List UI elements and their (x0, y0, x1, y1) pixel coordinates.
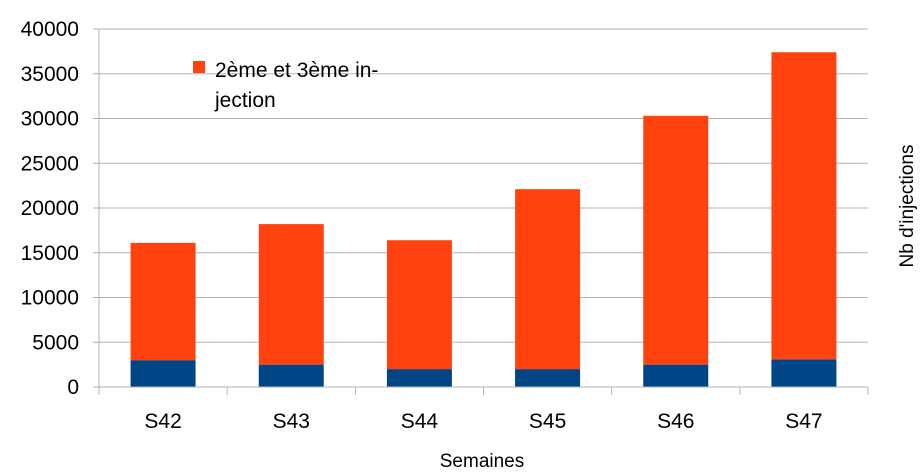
grid-lines (93, 28, 868, 388)
x-tick-labels: S42 S43 S44 S45 S46 S47 (144, 410, 822, 433)
bar-S43-series-2 (258, 224, 324, 365)
y-tick-label-10000: 10000 (21, 287, 79, 310)
x-tick-label-S44: S44 (401, 410, 439, 433)
bar-S47-series-1 (771, 359, 837, 387)
legend-label-line1: 2ème et 3ème in- (215, 59, 378, 82)
y-tick-label-35000: 35000 (21, 63, 79, 86)
y-axis-title: Nb d'injections (897, 145, 918, 268)
bars (130, 52, 837, 387)
bar-S44-series-1 (386, 369, 452, 387)
legend: 2ème et 3ème in- jection (193, 59, 378, 112)
y-tick-label-0: 0 (67, 376, 79, 399)
bar-S46-series-1 (643, 364, 709, 387)
x-tick-label-S46: S46 (657, 410, 694, 433)
bar-S47-series-2 (771, 52, 837, 360)
bar-S44-series-2 (386, 240, 452, 370)
bar-S45-series-1 (515, 369, 581, 387)
legend-swatch (193, 61, 205, 73)
y-tick-label-40000: 40000 (21, 18, 79, 41)
bar-S43-series-1 (258, 364, 324, 387)
x-tick-label-S42: S42 (144, 410, 181, 433)
bar-S42-series-2 (130, 242, 196, 361)
bar-S42-series-1 (130, 360, 196, 387)
y-tick-label-5000: 5000 (32, 331, 79, 354)
y-tick-label-15000: 15000 (21, 242, 79, 265)
y-tick-labels: 0 5000 10000 15000 20000 25000 30000 35000 40000 (21, 18, 79, 399)
bar-S45-series-2 (515, 189, 581, 370)
x-tick-label-S45: S45 (529, 410, 566, 433)
x-axis-title: Semaines (440, 451, 525, 472)
x-tick-label-S43: S43 (273, 410, 310, 433)
y-tick-label-25000: 25000 (21, 152, 79, 175)
y-tick-label-30000: 30000 (21, 108, 79, 131)
bar-S46-series-2 (643, 115, 709, 365)
y-tick-label-20000: 20000 (21, 197, 79, 220)
x-tick-label-S47: S47 (785, 410, 822, 433)
axes (98, 29, 869, 395)
legend-label-line2: jection (214, 89, 276, 112)
